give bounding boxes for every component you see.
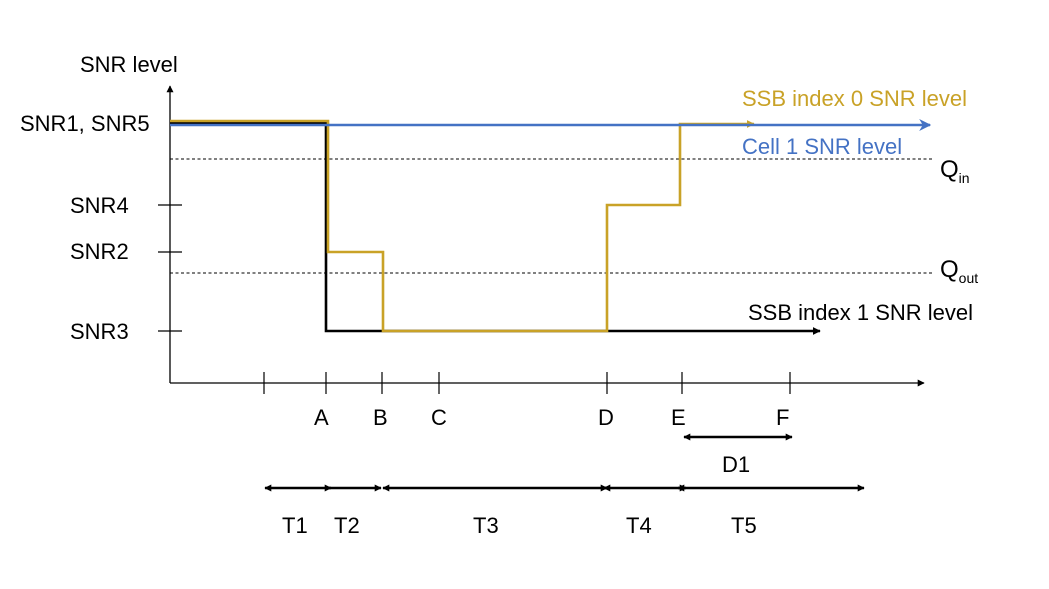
ssb-index-0-series-label: SSB index 0 SNR level <box>742 86 967 111</box>
x-label-b: B <box>373 405 388 430</box>
y-label-snr3: SNR3 <box>70 319 129 344</box>
y-label-snr2: SNR2 <box>70 239 129 264</box>
q-out-label: Qout <box>940 256 978 286</box>
x-label-a: A <box>314 405 329 430</box>
x-label-f: F <box>776 405 789 430</box>
q-in-label: Qin <box>940 156 970 186</box>
x-label-d: D <box>598 405 614 430</box>
d1-duration-label: D1 <box>722 452 750 477</box>
x-label-e: E <box>671 405 686 430</box>
cell-1-series-label: Cell 1 SNR level <box>742 134 902 159</box>
t5-period-label: T5 <box>731 513 757 538</box>
ssb-index-1-series-label: SSB index 1 SNR level <box>748 300 973 325</box>
t4-period-label: T4 <box>626 513 652 538</box>
ssb-index-1-series-line <box>170 121 821 335</box>
t1-period-label: T1 <box>282 513 308 538</box>
t3-period-label: T3 <box>473 513 499 538</box>
x-label-c: C <box>431 405 447 430</box>
ssb-index-0-series-line <box>170 119 755 333</box>
y-label-snr1-snr5: SNR1, SNR5 <box>20 111 150 136</box>
y-label-snr4: SNR4 <box>70 193 129 218</box>
t2-period-label: T2 <box>334 513 360 538</box>
y-axis-label: SNR level <box>80 52 178 77</box>
